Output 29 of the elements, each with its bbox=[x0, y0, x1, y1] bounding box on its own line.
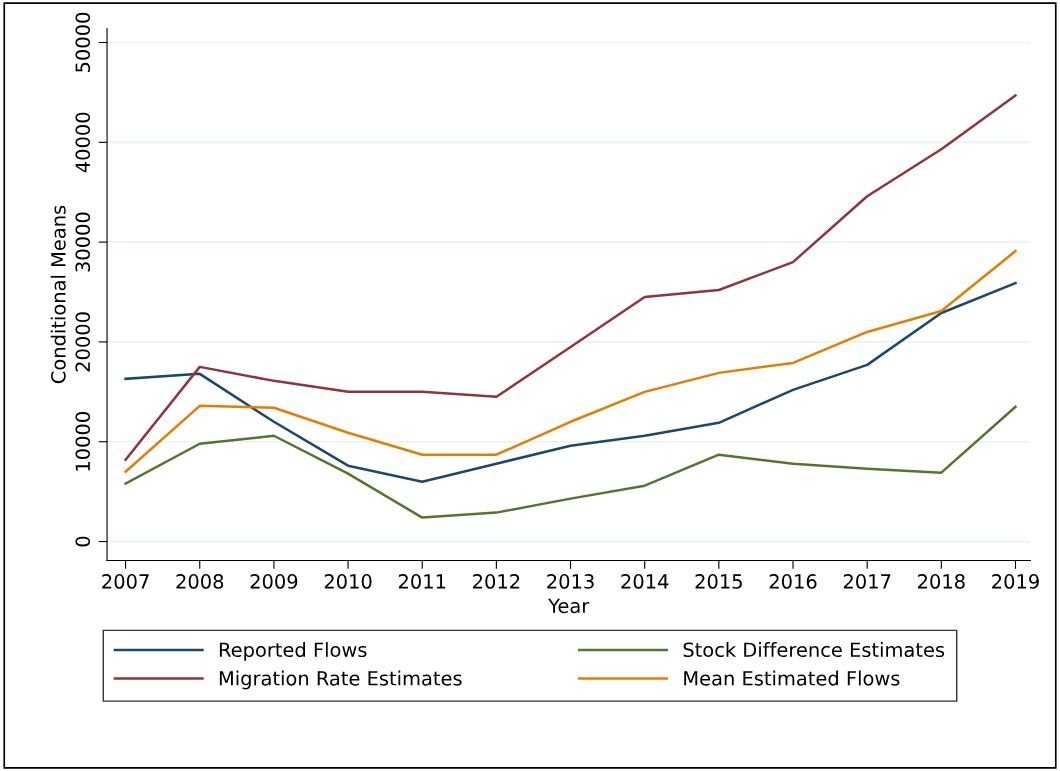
x-tick-label: 2011 bbox=[398, 574, 446, 589]
x-tick-label: 2016 bbox=[769, 574, 817, 589]
y-tick-label: 20000 bbox=[75, 312, 91, 372]
y-tick-label: 10000 bbox=[75, 412, 91, 471]
line-series bbox=[124, 94, 1017, 461]
x-tick-label: 2018 bbox=[918, 574, 965, 589]
line-series bbox=[124, 249, 1017, 473]
x-tick-label: 2019 bbox=[992, 574, 1039, 589]
legend-label: Mean Estimated Flows bbox=[684, 670, 900, 686]
x-tick-label: 2007 bbox=[102, 574, 149, 589]
x-tick-label: 2013 bbox=[547, 574, 594, 589]
legend-label: Migration Rate Estimates bbox=[219, 670, 462, 690]
x-tick-label: 2009 bbox=[250, 574, 298, 589]
x-tick-label: 2008 bbox=[176, 574, 224, 589]
line-series bbox=[124, 405, 1017, 519]
x-axis-title: Year bbox=[548, 598, 590, 614]
legend-label: Stock Difference Estimates bbox=[683, 642, 945, 658]
x-tick-label: 2014 bbox=[621, 574, 669, 589]
x-tick-label: 2010 bbox=[324, 574, 372, 589]
line-series bbox=[124, 281, 1017, 483]
legend-label: Reported Flows bbox=[219, 642, 367, 661]
x-tick-label: 2015 bbox=[695, 574, 742, 589]
y-tick-label: 0 bbox=[75, 536, 91, 547]
x-tick-label: 2017 bbox=[843, 574, 891, 589]
y-tick-label: 50000 bbox=[75, 12, 91, 72]
x-tick-label: 2012 bbox=[473, 574, 520, 589]
y-tick-label: 40000 bbox=[75, 112, 91, 173]
y-tick-label: 30000 bbox=[75, 212, 91, 272]
y-axis-title: Conditional Means bbox=[50, 205, 66, 384]
